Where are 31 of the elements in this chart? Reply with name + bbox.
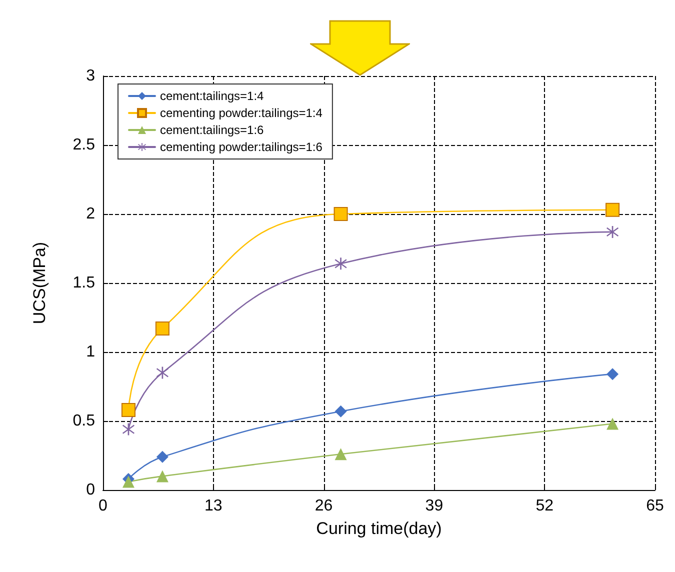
legend-label: cement:tailings=1:6 xyxy=(160,123,264,137)
y-tick-label: 1.5 xyxy=(72,274,96,292)
y-tick-label: 2 xyxy=(86,206,96,222)
point xyxy=(155,322,170,336)
y-axis-title: UCS(MPa) xyxy=(30,242,49,324)
point xyxy=(156,470,168,482)
point xyxy=(334,448,347,460)
x-tick-label: 26 xyxy=(314,498,333,514)
point xyxy=(334,258,347,270)
y-tick-label: 3 xyxy=(86,68,96,84)
y-tick-label: 2.5 xyxy=(72,136,96,154)
x-tick-label: 52 xyxy=(536,498,554,514)
x-tick-label: 39 xyxy=(425,498,444,514)
legend-label: cementing powder:tailings=1:6 xyxy=(160,140,323,154)
y-tick-label: 0 xyxy=(86,482,96,498)
y-tick-label: 1 xyxy=(86,344,96,360)
point xyxy=(122,476,134,488)
point xyxy=(606,368,619,380)
legend-label: cementing powder:tailings=1:4 xyxy=(160,106,323,120)
x-axis-title: Curing time(day) xyxy=(316,519,442,538)
x-tick-label: 65 xyxy=(646,498,664,514)
point xyxy=(334,207,348,221)
y-tick-label: 0.5 xyxy=(72,412,96,430)
point xyxy=(121,402,136,417)
point xyxy=(334,405,347,418)
x-tick-label: 0 xyxy=(98,498,108,514)
legend-label: cement:tailings=1:4 xyxy=(160,89,264,103)
point xyxy=(606,418,619,430)
point xyxy=(606,202,620,217)
x-tick-label: 13 xyxy=(204,498,222,514)
point xyxy=(156,450,168,463)
